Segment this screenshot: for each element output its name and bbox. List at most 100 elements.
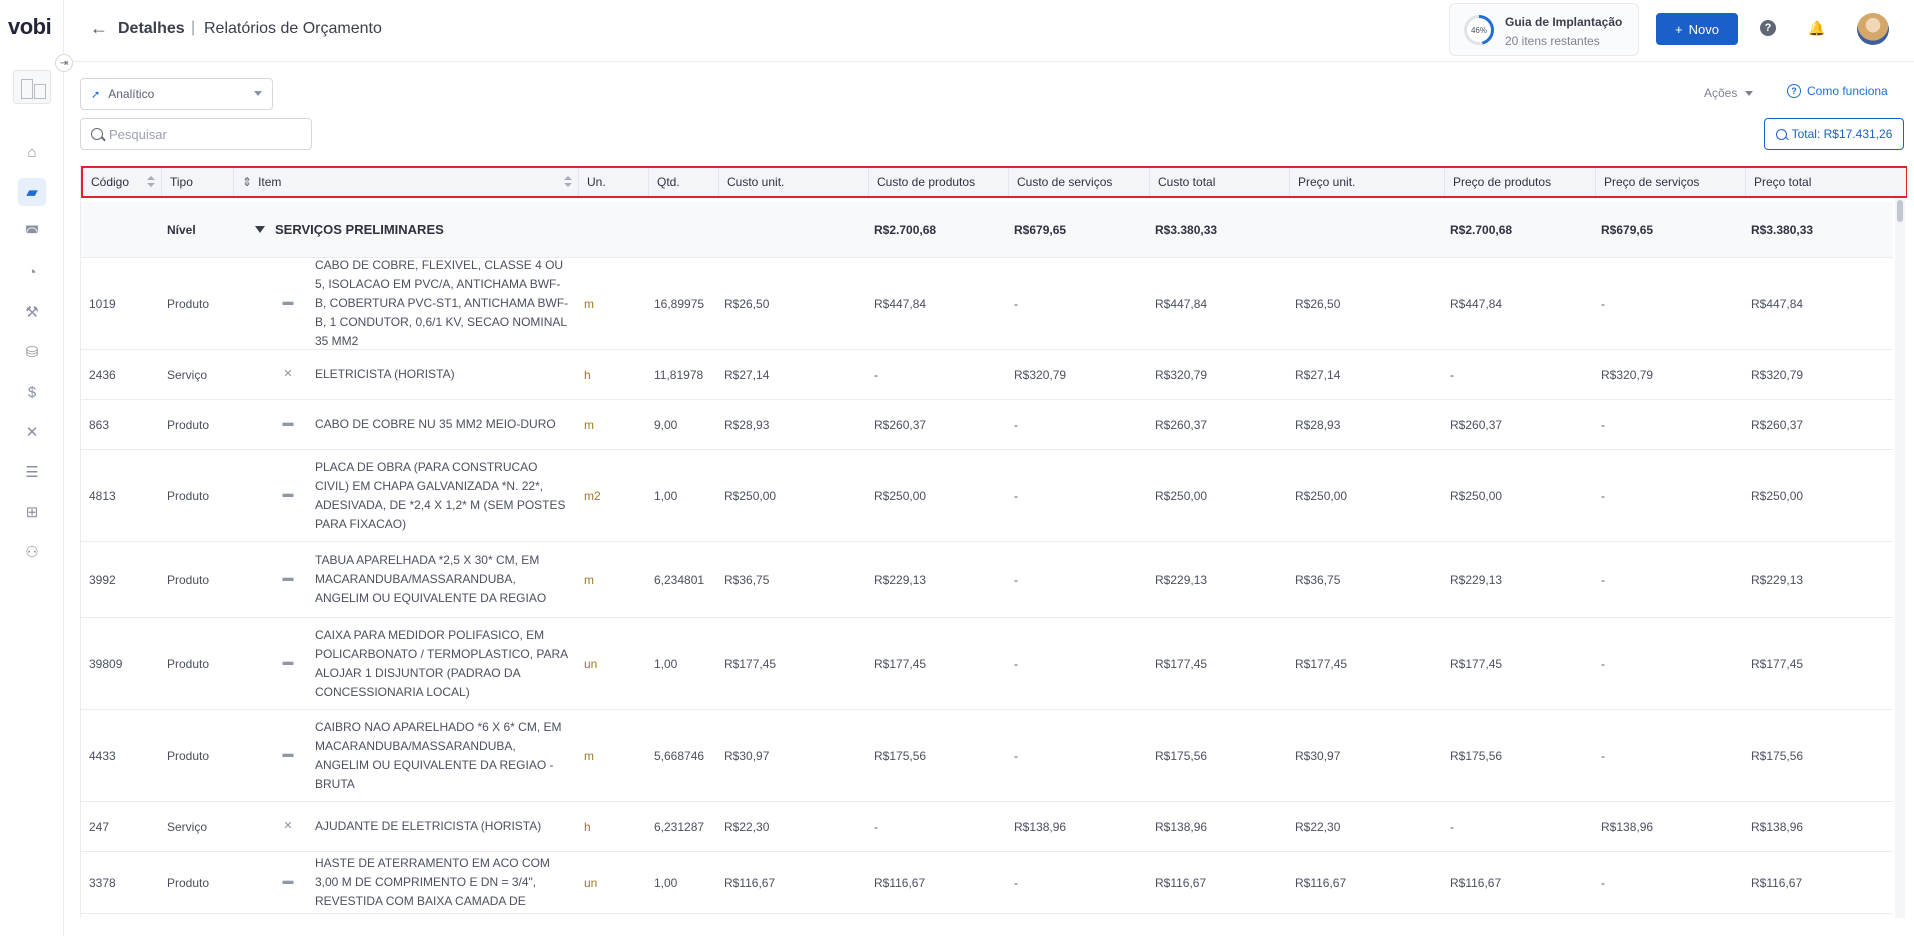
column-header-custo_prod[interactable]: Custo de produtos: [868, 168, 1008, 196]
cell-custo_total: R$3.380,33: [1155, 222, 1218, 237]
sidebar-item-finance[interactable]: $: [0, 372, 64, 412]
cell-preco_prod: R$260,37: [1450, 417, 1503, 432]
column-header-custo_total[interactable]: Custo total: [1149, 168, 1289, 196]
column-header-custo_serv[interactable]: Custo de serviços: [1008, 168, 1149, 196]
level-title: SERVIÇOS PRELIMINARES: [275, 222, 444, 237]
caret-down-icon[interactable]: [255, 226, 265, 233]
column-header-label: Custo de serviços: [1017, 175, 1113, 189]
actions-label: Ações: [1704, 86, 1738, 100]
sidebar-item-projects[interactable]: ▰: [0, 172, 64, 212]
column-header-preco_total[interactable]: Preço total: [1745, 168, 1895, 196]
cell-custo_prod: R$447,84: [874, 296, 927, 311]
column-header-custo_unit[interactable]: Custo unit.: [718, 168, 868, 196]
cell-codigo: 863: [89, 417, 110, 432]
projects-icon: ▰: [18, 178, 46, 206]
cell-custo_prod: R$175,56: [874, 748, 927, 763]
breadcrumb-details[interactable]: Detalhes: [118, 20, 185, 37]
sidebar-item-dashboard[interactable]: ◔: [0, 252, 64, 292]
cell-un: m: [584, 417, 594, 432]
cell-tipo: Serviço: [167, 367, 208, 382]
column-header-label: Un.: [587, 175, 606, 189]
box-icon: ▬: [282, 656, 294, 668]
table-row[interactable]: 247 Serviço AJUDANTE DE ELETRICISTA (HORIS…: [81, 802, 1893, 852]
sidebar-item-tools[interactable]: ✕: [0, 412, 64, 452]
cell-preco_unit: R$30,97: [1295, 748, 1341, 763]
sidebar-item-supplies[interactable]: ◚: [0, 212, 64, 252]
implementation-guide[interactable]: 46% Guia de Implantação 20 itens restant…: [1449, 3, 1639, 56]
box-icon: ▬: [282, 748, 294, 760]
expand-collapse-icon[interactable]: ⇕: [242, 175, 253, 189]
company-logo[interactable]: [13, 70, 51, 104]
cell-custo_prod: R$2.700,68: [874, 222, 937, 237]
plus-icon: +: [1675, 21, 1683, 37]
sidebar-item-home[interactable]: ⌂: [0, 132, 64, 172]
sidebar: vobi ⌂ ▰ ◚ ◔ ⚒ ⛁ $ ✕ ☰ ⊞ ⚇: [0, 0, 64, 936]
table-row[interactable]: 863 Produto CABO DE COBRE NU 35 MM2 MEIO-D…: [81, 400, 1893, 450]
sidebar-item-team[interactable]: ⚇: [0, 532, 64, 572]
sort-icon[interactable]: [147, 176, 155, 188]
scrollbar-thumb[interactable]: [1897, 200, 1903, 222]
column-header-preco_serv[interactable]: Preço de serviços: [1595, 168, 1745, 196]
help-icon[interactable]: ?: [1760, 20, 1776, 36]
cell-qtd: 11,81978: [654, 367, 704, 382]
chevron-down-icon: [1745, 90, 1754, 96]
back-arrow-icon[interactable]: ←: [90, 18, 108, 38]
list-icon: ☰: [25, 464, 39, 481]
cell-preco_unit: R$177,45: [1295, 656, 1348, 671]
home-icon: ⌂: [27, 143, 37, 161]
page-title: Relatórios de Orçamento: [204, 20, 382, 37]
team-icon: ⚇: [25, 544, 39, 561]
cell-preco_prod: R$2.700,68: [1450, 222, 1513, 237]
search-input[interactable]: [109, 126, 299, 142]
new-button[interactable]: + Novo: [1656, 13, 1738, 45]
cell-preco_total: R$116,67: [1751, 875, 1803, 890]
actions-dropdown[interactable]: Ações: [1704, 86, 1754, 100]
column-header-label: Custo de produtos: [877, 175, 976, 189]
table-row[interactable]: 3378 Produto HASTE DE ATERRAMENTO EM ACO C…: [81, 852, 1893, 914]
column-header-codigo[interactable]: Código: [83, 168, 161, 196]
search-box[interactable]: [80, 118, 312, 150]
view-select[interactable]: ➚ Analítico: [80, 78, 273, 110]
column-header-tipo[interactable]: Tipo: [161, 168, 233, 196]
how-it-works-link[interactable]: ? Como funciona: [1787, 84, 1888, 98]
apps-icon: ⊞: [25, 504, 39, 521]
sidebar-item-workers[interactable]: ⚒: [0, 292, 64, 332]
new-button-label: Novo: [1688, 21, 1719, 37]
cell-preco_total: R$229,13: [1751, 572, 1804, 587]
column-header-un[interactable]: Un.: [578, 168, 648, 196]
column-header-label: Preço de produtos: [1453, 175, 1552, 189]
cell-qtd: 6,231287: [654, 819, 705, 834]
column-header-item[interactable]: ⇕ Item: [233, 168, 578, 196]
table-row[interactable]: 39809 Produto CAIXA PARA MEDIDOR POLIFASIC…: [81, 618, 1893, 710]
sidebar-item-catalog[interactable]: ⛁: [0, 332, 64, 372]
avatar[interactable]: [1857, 13, 1889, 45]
column-header-qtd[interactable]: Qtd.: [648, 168, 718, 196]
table-scrollbar[interactable]: [1895, 198, 1905, 918]
cell-preco_prod: R$116,67: [1450, 875, 1502, 890]
cell-un: m2: [584, 488, 601, 503]
table-row[interactable]: 4433 Produto CAIBRO NAO APARELHADO *6 X 6*…: [81, 710, 1893, 802]
table-row[interactable]: 3992 Produto TABUA APARELHADA *2,5 X 30* C…: [81, 542, 1893, 618]
column-header-preco_unit[interactable]: Preço unit.: [1289, 168, 1444, 196]
cell-custo_prod: -: [874, 819, 878, 834]
cell-custo_serv: -: [1014, 417, 1018, 432]
cell-preco_unit: R$36,75: [1295, 572, 1341, 587]
sidebar-item-list[interactable]: ☰: [0, 452, 64, 492]
level-row[interactable]: Nível SERVIÇOS PRELIMINARES R$2.700,68 R$67…: [81, 202, 1893, 258]
sidebar-item-apps[interactable]: ⊞: [0, 492, 64, 532]
table-row[interactable]: 2436 Serviço ELETRICISTA (HORISTA) ✕ h 11,819…: [81, 350, 1893, 400]
cell-custo_serv: -: [1014, 572, 1018, 587]
cell-un: h: [584, 819, 591, 834]
bell-icon[interactable]: 🔔: [1808, 19, 1826, 36]
progress-percent: 46%: [1467, 18, 1491, 42]
table-row[interactable]: 1019 Produto CABO DE COBRE, FLEXIVEL, CLAS…: [81, 258, 1893, 350]
sort-icon[interactable]: [564, 176, 572, 188]
cell-custo_total: R$229,13: [1155, 572, 1208, 587]
total-button[interactable]: Total: R$17.431,26: [1764, 118, 1904, 150]
table-header: Código Tipo ⇕ Item Un. Qtd. Custo unit. Custo d…: [81, 166, 1907, 198]
vobi-logo[interactable]: vobi: [8, 14, 52, 39]
table-row[interactable]: 4813 Produto PLACA DE OBRA (PARA CONSTRUCA…: [81, 450, 1893, 542]
sidebar-collapse-button[interactable]: ⇥: [55, 54, 73, 72]
cell-tipo: Produto: [167, 572, 210, 587]
column-header-preco_prod[interactable]: Preço de produtos: [1444, 168, 1595, 196]
